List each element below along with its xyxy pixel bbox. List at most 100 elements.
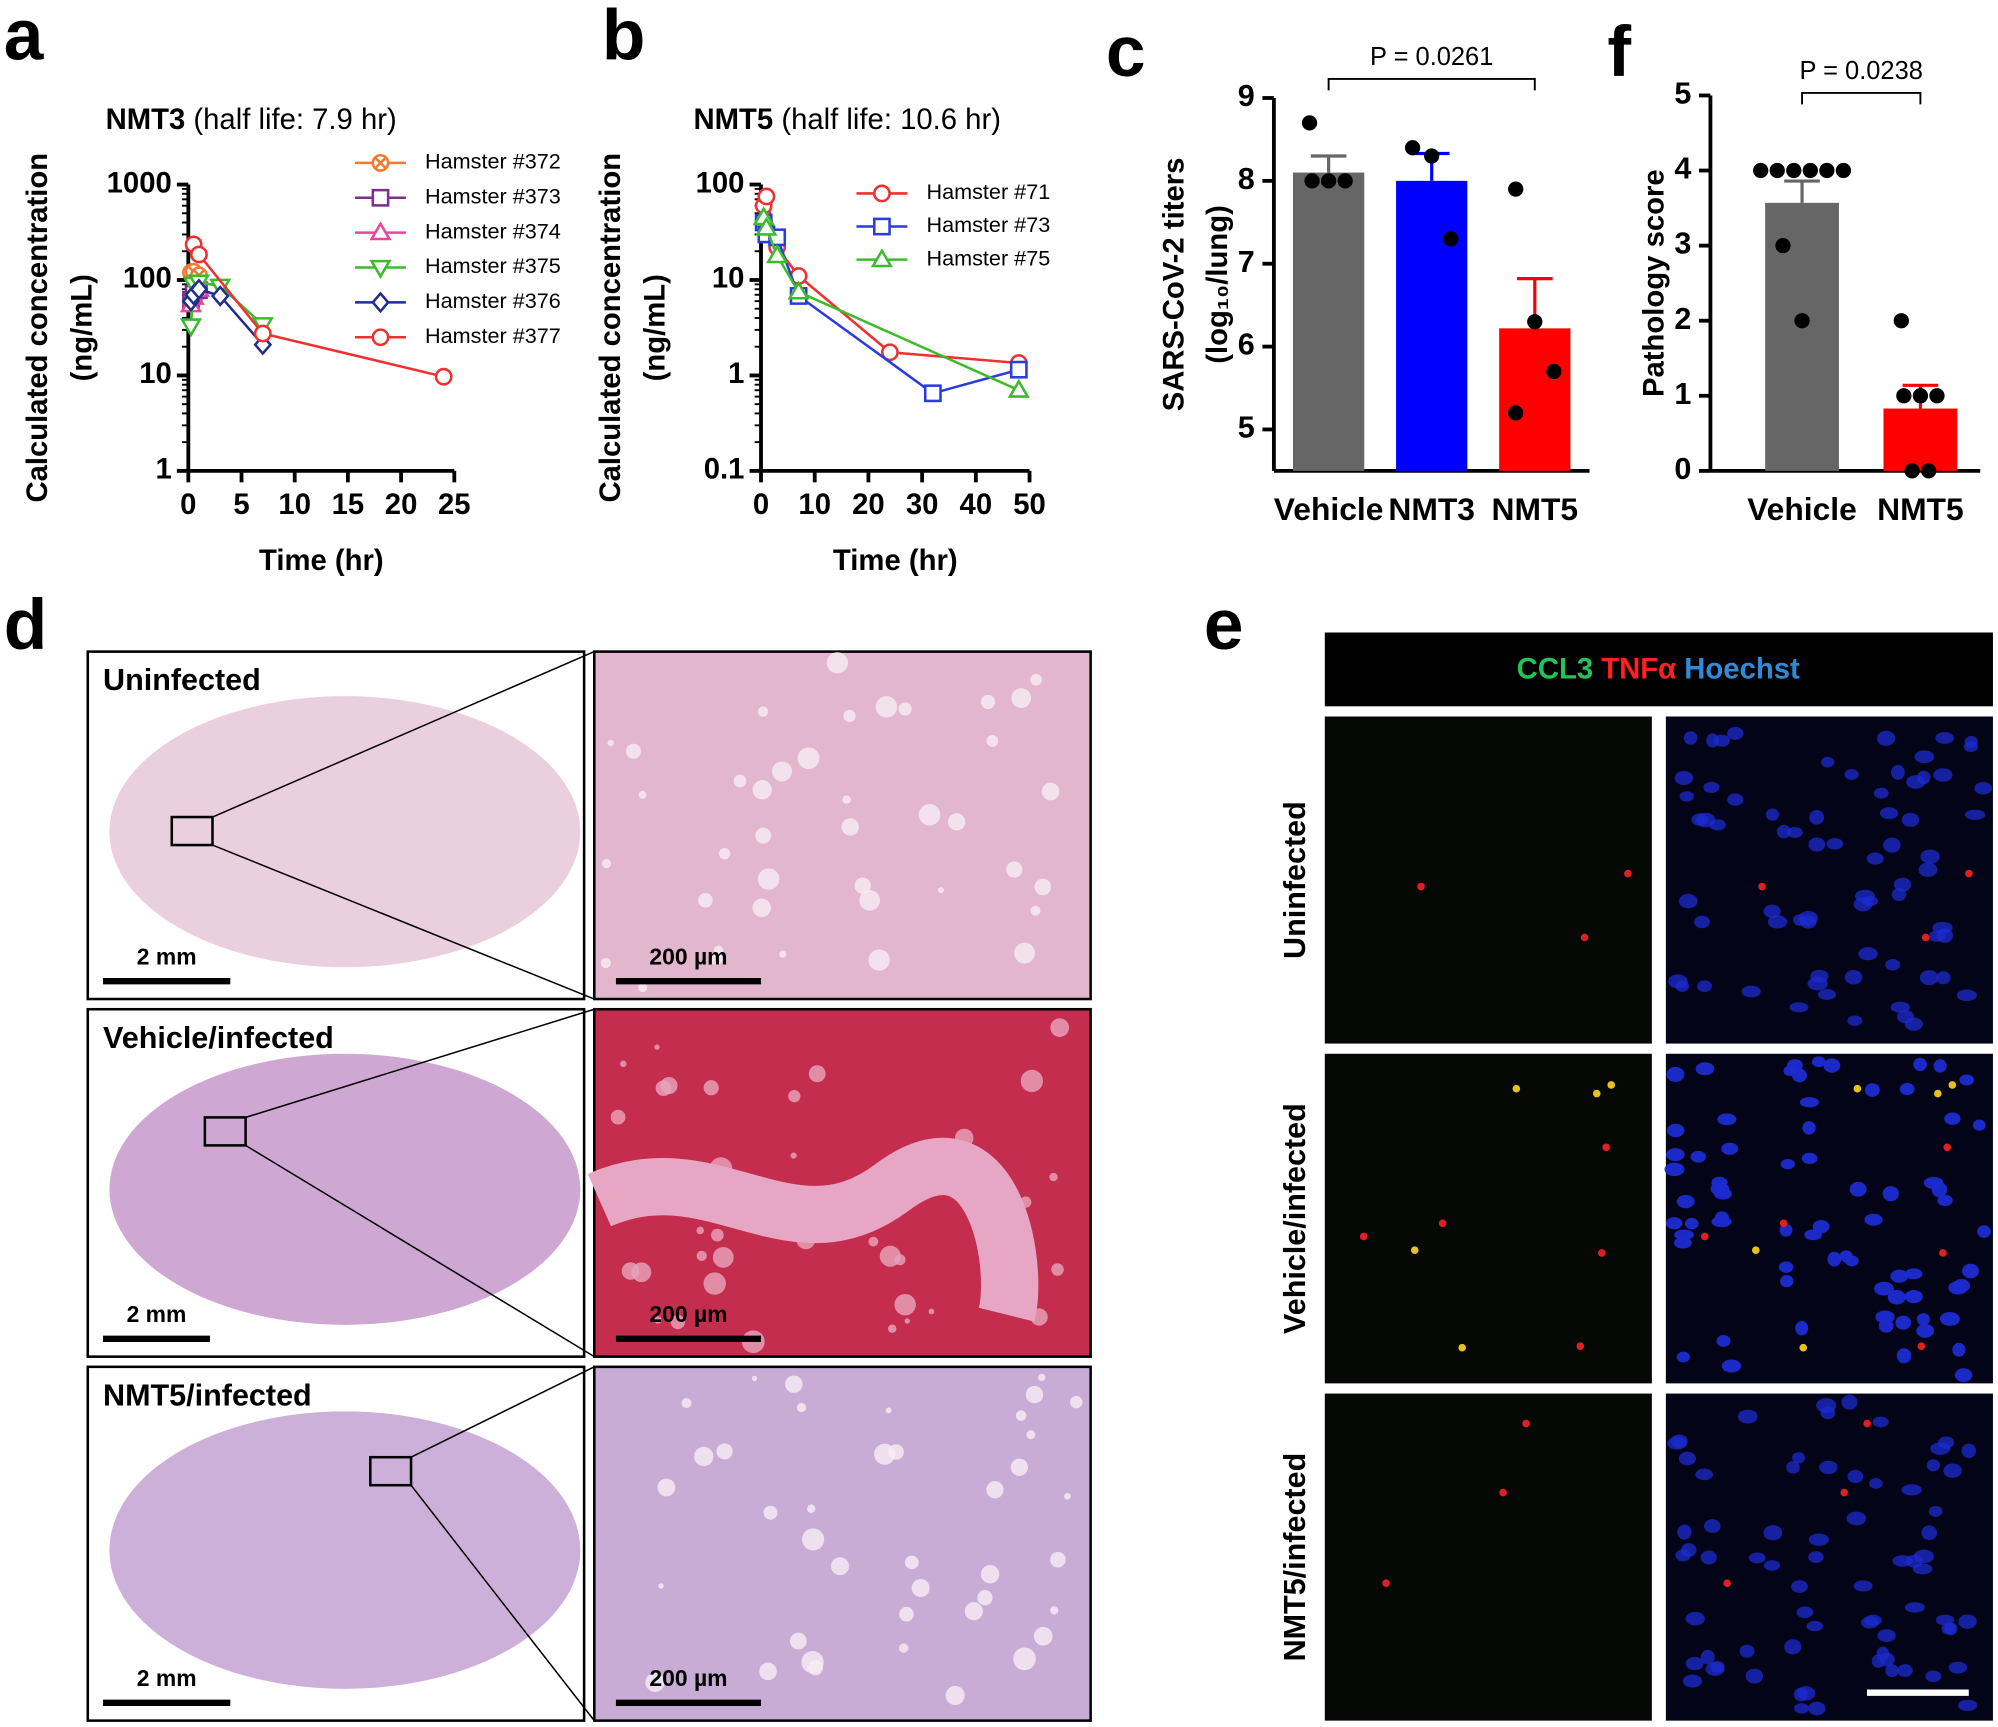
signal — [1592, 1089, 1601, 1098]
nucleus — [1737, 1409, 1758, 1424]
nucleus — [1808, 1551, 1824, 1563]
nucleus — [1962, 1263, 1979, 1279]
texture — [713, 945, 724, 955]
signal — [1602, 1143, 1610, 1152]
nucleus — [1890, 1269, 1909, 1283]
texture — [757, 868, 780, 890]
y-tick-label: 5 — [1674, 77, 1691, 111]
texture — [601, 858, 612, 869]
signal — [1607, 1081, 1616, 1089]
panel-label: f — [1607, 12, 1631, 92]
texture — [879, 1245, 901, 1267]
texture — [802, 1528, 825, 1551]
nucleus — [1666, 1066, 1685, 1083]
nucleus — [1933, 768, 1953, 782]
texture — [796, 1402, 807, 1413]
nucleus — [1939, 1311, 1960, 1326]
texture — [797, 747, 820, 770]
nucleus — [1972, 1119, 1986, 1131]
texture — [1011, 688, 1032, 708]
texture — [763, 1505, 778, 1520]
texture — [1070, 1395, 1083, 1409]
nucleus — [1676, 1194, 1695, 1209]
signal — [1751, 1246, 1760, 1255]
y-axis-label: Pathology score — [1638, 169, 1670, 397]
texture — [1025, 1385, 1044, 1404]
nucleus — [1891, 764, 1905, 780]
texture — [980, 1565, 1000, 1584]
y-tick-label: 2 — [1674, 302, 1691, 336]
texture — [918, 804, 941, 826]
nucleus — [1875, 1310, 1895, 1324]
texture — [657, 1478, 676, 1497]
signal — [1723, 1579, 1731, 1588]
y-axis-label: (ng/mL) — [639, 274, 671, 381]
signal — [1921, 933, 1930, 942]
nucleus — [1826, 838, 1844, 850]
marker — [787, 280, 810, 300]
texture — [712, 1246, 734, 1268]
nucleus — [1890, 1001, 1910, 1013]
data-point — [1786, 162, 1802, 179]
vessel — [587, 1137, 1039, 1322]
data-point — [1424, 148, 1440, 164]
nucleus — [1882, 1186, 1899, 1202]
y-tick-label: 0.1 — [704, 454, 745, 486]
nucleus — [1846, 1511, 1867, 1526]
signal — [1580, 933, 1589, 942]
nucleus — [1791, 1580, 1808, 1593]
texture — [904, 1318, 911, 1324]
texture — [771, 761, 792, 782]
nucleus — [1683, 731, 1698, 745]
nucleus — [1795, 1321, 1809, 1336]
texture — [841, 818, 859, 836]
texture — [1064, 1493, 1071, 1500]
if-image — [1324, 716, 1652, 1044]
scale-label: 2 mm — [137, 943, 197, 969]
nucleus — [1727, 793, 1744, 806]
legend-label: Hamster #374 — [425, 218, 561, 243]
nucleus — [1869, 1478, 1883, 1489]
texture — [888, 1444, 904, 1460]
nucleus — [1802, 1121, 1816, 1135]
nucleus — [1763, 1525, 1783, 1541]
texture — [977, 1590, 993, 1606]
marker — [1007, 378, 1030, 398]
nucleus — [1920, 849, 1940, 864]
data-point — [1508, 405, 1524, 421]
y-tick-label: 9 — [1238, 79, 1255, 113]
nucleus — [1930, 1442, 1951, 1455]
nucleus — [1844, 970, 1863, 985]
signal — [1458, 1343, 1466, 1352]
nucleus — [1685, 1656, 1704, 1671]
y-axis-label: (ng/mL) — [67, 274, 99, 381]
signal — [1799, 1343, 1808, 1352]
nucleus — [1812, 1219, 1830, 1234]
y-tick-label: 3 — [1674, 227, 1691, 261]
bar — [1292, 172, 1365, 471]
data-point — [1404, 140, 1421, 156]
inset-box — [369, 1455, 413, 1487]
zoom-connector — [212, 650, 595, 1000]
nucleus — [1847, 1015, 1863, 1026]
marker — [371, 188, 390, 207]
y-tick-label: 1 — [155, 454, 171, 486]
nucleus — [1665, 1217, 1683, 1230]
nucleus — [1847, 1469, 1864, 1484]
nucleus — [1778, 1261, 1794, 1273]
nucleus — [1793, 914, 1807, 926]
x-tick-label: Vehicle — [1274, 491, 1384, 527]
texture — [1006, 861, 1023, 878]
nucleus — [1677, 1524, 1692, 1540]
nucleus — [1877, 730, 1896, 746]
nucleus — [1899, 1082, 1915, 1096]
nucleus — [1786, 1461, 1800, 1474]
texture — [980, 694, 996, 710]
nucleus — [1765, 808, 1780, 821]
nucleus — [1818, 989, 1837, 1000]
marker — [210, 285, 230, 307]
nucleus — [1918, 862, 1938, 877]
nucleus — [1849, 1181, 1867, 1197]
texture — [885, 1407, 892, 1414]
nucleus — [1821, 756, 1835, 768]
